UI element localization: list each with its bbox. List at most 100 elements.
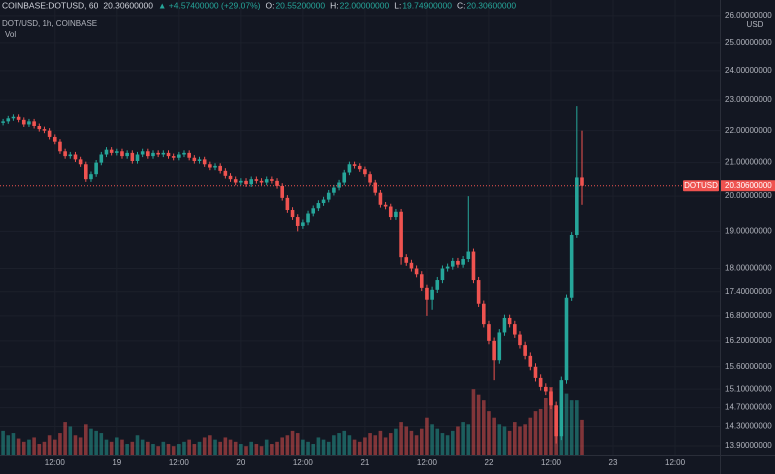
candle-body xyxy=(233,179,238,183)
volume-bar xyxy=(388,433,393,455)
volume-bar xyxy=(456,426,460,455)
candle-body xyxy=(580,177,584,186)
candle-body xyxy=(549,391,553,406)
volume-bar xyxy=(409,430,414,455)
candle-body xyxy=(264,179,269,183)
volume-bar xyxy=(564,393,569,455)
candle-body xyxy=(440,268,445,281)
volume-bar xyxy=(528,417,533,455)
price-tag-bg xyxy=(721,180,775,192)
candle-body xyxy=(135,154,140,161)
symbol-tag-bg xyxy=(683,180,719,192)
volume-bar xyxy=(1,430,5,455)
volume-bar xyxy=(120,439,124,455)
volume-bar xyxy=(347,435,352,455)
ohlc-value: 22.00000000 xyxy=(340,0,390,10)
candle-body xyxy=(575,177,579,235)
volume-bar xyxy=(223,437,228,455)
candle-body xyxy=(37,126,42,130)
candle-body xyxy=(414,268,419,275)
candle-body xyxy=(383,204,388,207)
ohlc-value: 19.74900000 xyxy=(402,0,452,10)
symbol-title: COINBASE:DOTUSD, 60 xyxy=(2,0,99,10)
volume-bar xyxy=(99,433,104,455)
candle-body xyxy=(569,234,574,298)
candle-body xyxy=(301,222,305,226)
y-tick-label: 26.00000000 xyxy=(725,11,772,20)
candle-body xyxy=(68,154,73,157)
volume-bar xyxy=(404,426,409,455)
candle-body xyxy=(213,165,217,168)
volume-bar xyxy=(270,444,274,455)
volume-bar xyxy=(192,444,197,455)
candle-body xyxy=(394,211,398,218)
volume-bar xyxy=(264,439,269,455)
candle-body xyxy=(538,377,543,387)
volume-bar xyxy=(135,435,140,455)
volume-bar xyxy=(295,433,300,455)
x-tick-label: 20 xyxy=(236,458,245,467)
candle-body xyxy=(146,151,150,157)
volume-bar xyxy=(63,422,67,455)
volume-bar xyxy=(115,437,119,455)
candle-body xyxy=(228,175,233,180)
volume-bar xyxy=(16,438,21,455)
ohlc-key: H: xyxy=(330,0,339,10)
candle-body xyxy=(544,386,548,392)
volume-bar xyxy=(332,435,336,455)
candle-body xyxy=(197,159,202,161)
volume-bar xyxy=(430,424,434,455)
volume-bar xyxy=(342,430,347,455)
candle-body xyxy=(47,130,52,137)
ohlc-key: C: xyxy=(457,0,466,10)
volume-bar xyxy=(58,433,62,455)
candle-body xyxy=(533,366,538,378)
volume-bar xyxy=(523,424,527,455)
candle-body xyxy=(84,164,88,180)
volume-bar xyxy=(151,444,155,455)
candle-body xyxy=(502,317,507,333)
y-tick-label: 21.00000000 xyxy=(725,158,772,167)
candle-body xyxy=(559,380,564,437)
y-tick-label: 25.00000000 xyxy=(725,38,772,47)
volume-bar xyxy=(352,439,357,455)
y-tick-label: 19.00000000 xyxy=(725,226,772,235)
y-axis-unit: USD xyxy=(747,20,764,29)
candle-body xyxy=(342,172,347,183)
price-change: ▲ +4.57400000 (+29.07%) xyxy=(158,0,261,10)
volume-bar xyxy=(497,424,502,455)
ohlc-key: O: xyxy=(265,0,274,10)
volume-bar xyxy=(445,435,450,455)
volume-bar xyxy=(156,446,160,455)
volume-bar xyxy=(275,441,279,455)
volume-bar xyxy=(68,426,73,455)
candle-body xyxy=(6,118,11,122)
candle-body xyxy=(564,297,569,381)
candle-body xyxy=(259,180,264,183)
candle-body xyxy=(89,174,93,180)
volume-bar xyxy=(187,439,191,455)
volume-bar xyxy=(89,428,93,455)
y-tick-label: 17.40000000 xyxy=(725,287,772,296)
candle-body xyxy=(425,287,429,300)
candle-body xyxy=(254,179,259,181)
volume-bar xyxy=(78,437,83,455)
y-tick-label: 15.10000000 xyxy=(725,384,772,393)
y-tick-label: 24.00000000 xyxy=(725,66,772,75)
volume-bar xyxy=(166,444,171,455)
volume-layer xyxy=(1,387,584,455)
volume-bar xyxy=(538,408,543,455)
volume-bar xyxy=(399,422,403,455)
candle-body xyxy=(332,187,336,193)
candle-body xyxy=(182,152,186,155)
volume-bar xyxy=(140,439,145,455)
volume-bar xyxy=(316,437,321,455)
volume-bar xyxy=(471,389,476,455)
candle-body xyxy=(311,208,316,214)
y-tick-label: 20.00000000 xyxy=(725,191,772,200)
volume-bar xyxy=(84,424,88,455)
candle-body xyxy=(399,211,403,258)
x-tick-label: 12:00 xyxy=(541,458,562,467)
candle-body xyxy=(249,179,253,185)
ohlc-key: L: xyxy=(394,0,401,10)
